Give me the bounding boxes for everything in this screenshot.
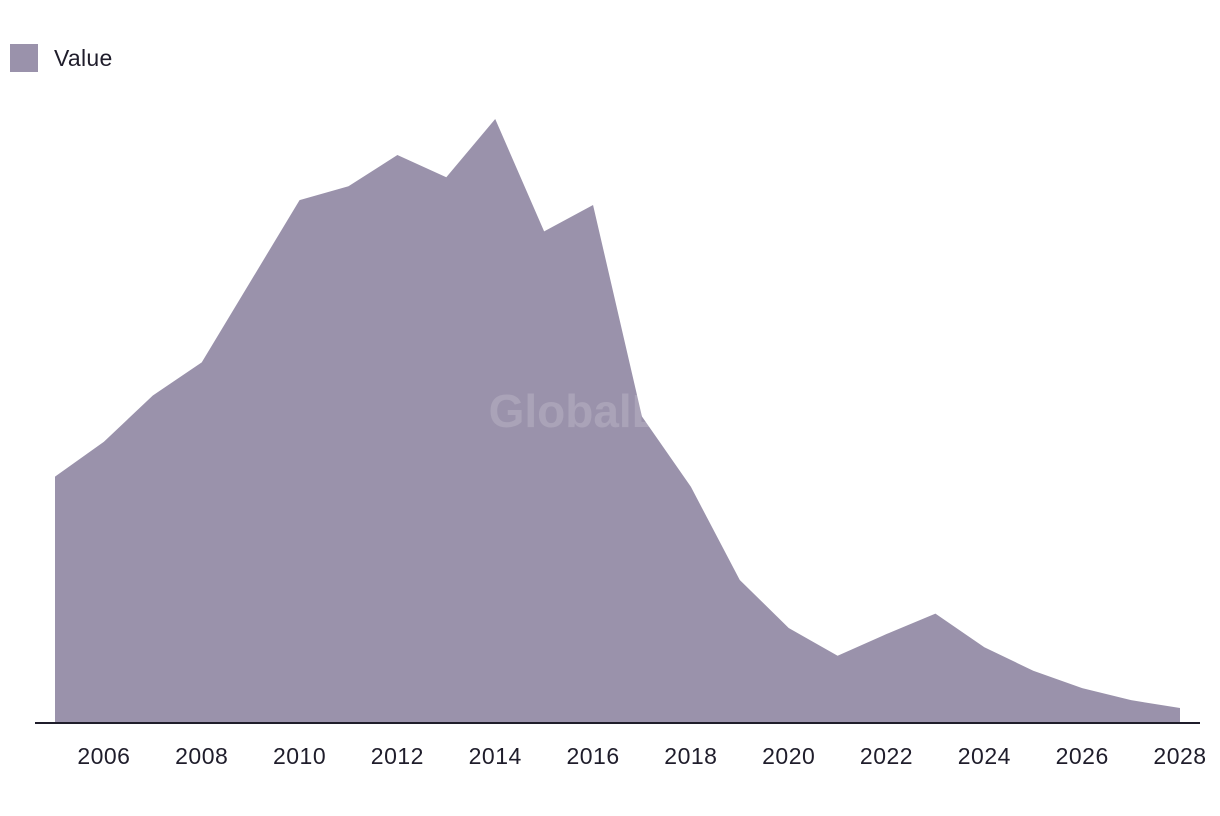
x-tick-label: 2020 bbox=[762, 743, 815, 769]
series-area-value bbox=[55, 118, 1180, 724]
data-point bbox=[345, 183, 351, 189]
data-point bbox=[981, 644, 987, 650]
x-tick-label: 2026 bbox=[1056, 743, 1109, 769]
data-point bbox=[688, 484, 694, 490]
data-point bbox=[1128, 697, 1134, 703]
x-tick-label: 2012 bbox=[371, 743, 424, 769]
data-point bbox=[737, 577, 743, 583]
data-point bbox=[590, 202, 596, 208]
x-tick-label: 2010 bbox=[273, 743, 326, 769]
x-tick-label: 2022 bbox=[860, 743, 913, 769]
data-point bbox=[884, 631, 890, 637]
data-point bbox=[297, 197, 303, 203]
x-tick-label: 2024 bbox=[958, 743, 1011, 769]
data-point bbox=[394, 152, 400, 158]
data-point bbox=[150, 392, 156, 398]
data-point bbox=[786, 625, 792, 631]
legend-swatch bbox=[10, 44, 38, 72]
data-point bbox=[1030, 668, 1036, 674]
x-tick-label: 2028 bbox=[1153, 743, 1206, 769]
x-tick-label: 2014 bbox=[469, 743, 522, 769]
data-point bbox=[248, 278, 254, 284]
x-tick-label: 2016 bbox=[566, 743, 619, 769]
data-point bbox=[101, 439, 107, 445]
legend-label: Value bbox=[54, 44, 113, 71]
legend: Value bbox=[10, 44, 113, 72]
data-point bbox=[199, 359, 205, 365]
data-point bbox=[541, 228, 547, 234]
data-point bbox=[1177, 705, 1183, 711]
x-tick-label: 2006 bbox=[77, 743, 130, 769]
x-tick-label: 2018 bbox=[664, 743, 717, 769]
data-point bbox=[492, 116, 498, 122]
data-point bbox=[932, 611, 938, 617]
data-point bbox=[1079, 685, 1085, 691]
x-tick-label: 2008 bbox=[175, 743, 228, 769]
data-point bbox=[52, 474, 58, 480]
watermark: GlobalData bbox=[489, 385, 732, 437]
data-point bbox=[835, 653, 841, 659]
data-point bbox=[443, 174, 449, 180]
